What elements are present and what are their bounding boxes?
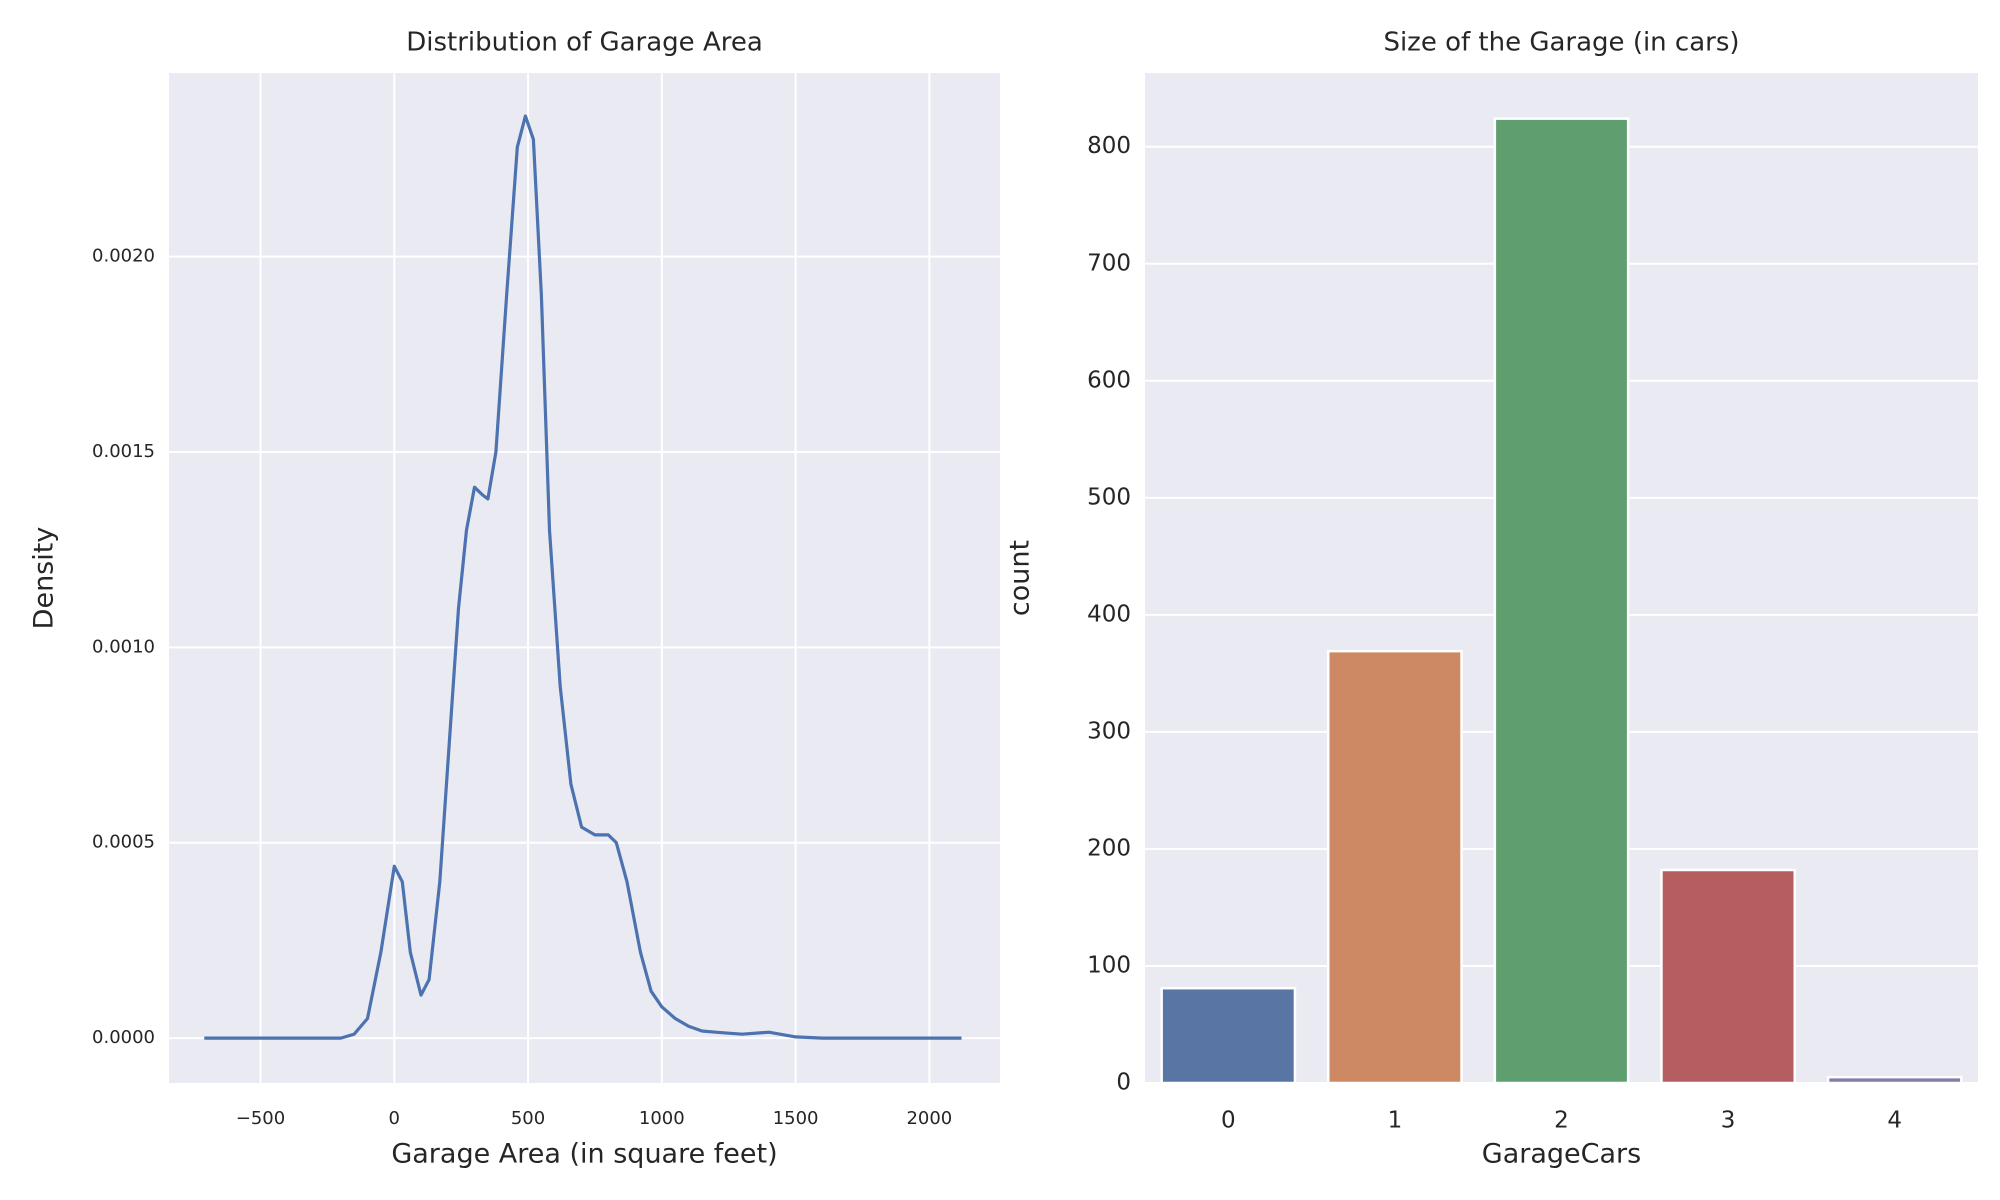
- x-tick-label: 2: [1554, 1108, 1569, 1134]
- x-tick-label: 2000: [906, 1108, 952, 1129]
- y-tick-label: 200: [1087, 835, 1131, 861]
- y-tick-label: 400: [1087, 601, 1131, 627]
- x-tick-label: 3: [1721, 1108, 1736, 1134]
- bar: [1660, 868, 1796, 1085]
- y-tick-label: 0.0005: [92, 832, 155, 853]
- chart-title: Size of the Garage (in cars): [1383, 28, 1739, 58]
- y-tick-label: 700: [1087, 250, 1131, 276]
- y-tick-label: 0: [1116, 1070, 1131, 1096]
- y-tick-label: 800: [1087, 133, 1131, 159]
- x-tick-label: 1: [1388, 1108, 1403, 1134]
- x-axis-label: Garage Area (in square feet): [391, 1139, 777, 1170]
- plot-area: [169, 73, 1000, 1083]
- bar: [1493, 117, 1630, 1085]
- x-tick-label: 1000: [639, 1108, 685, 1129]
- y-tick-label: 300: [1087, 718, 1131, 744]
- y-tick-label: 600: [1087, 367, 1131, 393]
- y-tick-label: 0.0000: [92, 1027, 155, 1048]
- chart-title: Distribution of Garage Area: [406, 28, 763, 58]
- x-axis-label: GarageCars: [1482, 1139, 1641, 1170]
- bar: [1327, 649, 1463, 1085]
- x-tick-label: 1500: [773, 1108, 819, 1129]
- y-tick-label: 0.0015: [92, 441, 155, 462]
- x-tick-label: 500: [511, 1108, 545, 1129]
- density-line: [204, 114, 962, 1040]
- x-tick-label: −500: [236, 1108, 285, 1129]
- y-tick-label: 100: [1087, 952, 1131, 978]
- y-tick-label: 0.0020: [92, 246, 155, 267]
- x-tick-label: 4: [1887, 1108, 1902, 1134]
- y-tick-label: 500: [1087, 484, 1131, 510]
- y-axis-label: count: [1005, 540, 1036, 616]
- bar: [1160, 986, 1297, 1085]
- x-tick-label: 0: [389, 1108, 400, 1129]
- x-tick-label: 0: [1221, 1108, 1236, 1134]
- y-axis-label: Density: [29, 527, 60, 630]
- bar: [1826, 1075, 1963, 1085]
- y-tick-label: 0.0010: [92, 636, 155, 657]
